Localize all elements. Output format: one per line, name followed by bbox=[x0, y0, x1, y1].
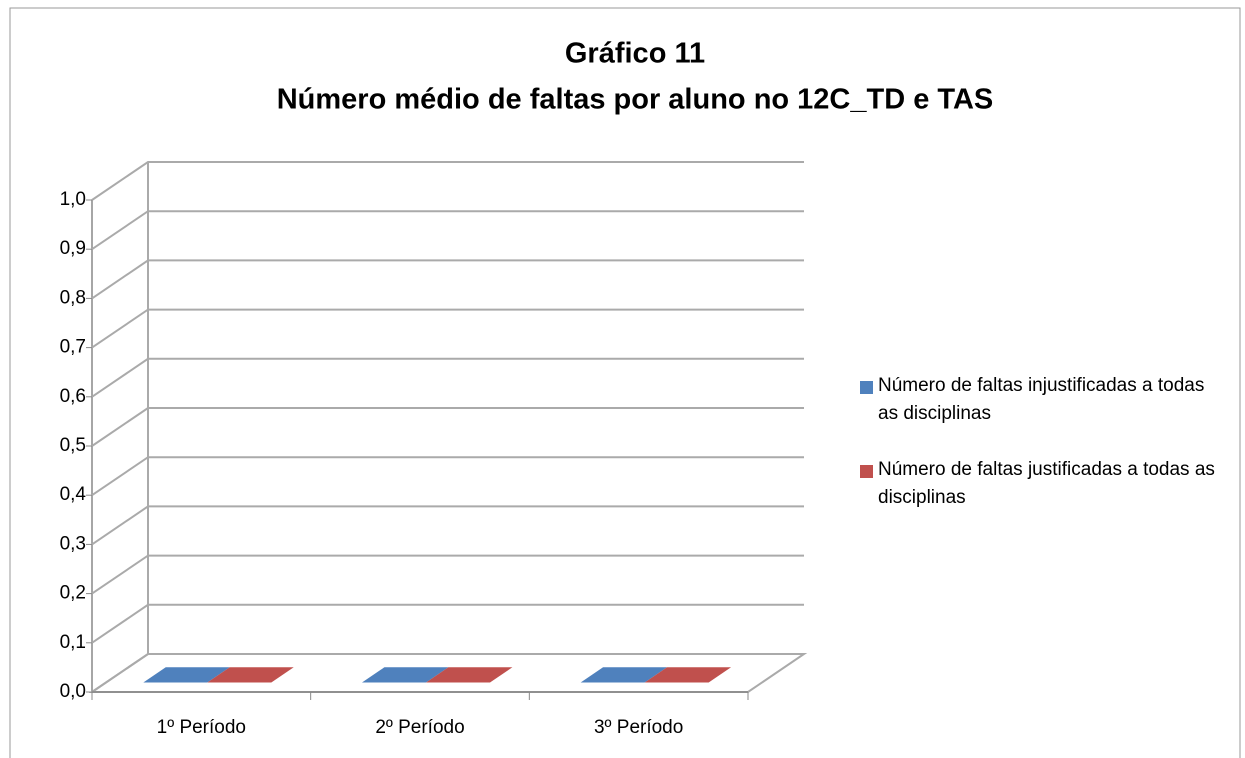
y-tick-label: 0,0 bbox=[60, 681, 86, 702]
bar bbox=[644, 667, 732, 683]
y-tick-label: 0,3 bbox=[60, 533, 86, 554]
y-tick-label: 0,1 bbox=[60, 632, 86, 653]
grid-line bbox=[91, 505, 804, 546]
grid-line bbox=[91, 308, 804, 349]
legend-item: Número de faltas justificadas a todas as… bbox=[858, 456, 1243, 512]
bar bbox=[426, 667, 513, 683]
bar-face bbox=[426, 667, 513, 683]
legend-swatch bbox=[860, 465, 873, 478]
chart-title: Gráfico 11 bbox=[565, 38, 705, 70]
grid-line bbox=[91, 357, 804, 398]
grid-line bbox=[91, 554, 804, 595]
y-tick-label: 0,6 bbox=[60, 386, 86, 407]
bar-face bbox=[362, 667, 449, 683]
y-tick-label: 0,5 bbox=[60, 435, 86, 456]
y-tick-label: 0,4 bbox=[60, 484, 87, 505]
bar bbox=[143, 667, 230, 683]
chart-title: Número médio de faltas por aluno no 12C_… bbox=[277, 84, 994, 116]
y-tick-label: 0,9 bbox=[60, 238, 86, 259]
x-tick-label: 2º Período bbox=[375, 717, 464, 738]
bar bbox=[207, 667, 294, 683]
grid-line bbox=[91, 210, 804, 251]
chart-border bbox=[9, 7, 1241, 758]
bar bbox=[362, 667, 449, 683]
bar-face bbox=[644, 667, 732, 683]
y-tick-label: 0,8 bbox=[60, 287, 86, 308]
y-tick-label: 0,7 bbox=[60, 337, 86, 358]
legend-label: Número de faltas justificadas a todas as… bbox=[878, 459, 1215, 508]
grid-line bbox=[91, 653, 804, 693]
y-tick-label: 0,2 bbox=[60, 583, 86, 604]
bar-face bbox=[143, 667, 230, 683]
x-tick-label: 1º Período bbox=[157, 717, 246, 738]
legend-item: Número de faltas injustificadas a todas … bbox=[858, 372, 1243, 428]
grid-line bbox=[91, 603, 804, 644]
grid-line bbox=[91, 161, 804, 201]
legend-label: Número de faltas injustificadas a todas … bbox=[878, 375, 1205, 424]
bar-face bbox=[207, 667, 294, 683]
x-tick-label: 3º Período bbox=[594, 717, 683, 738]
bar bbox=[580, 667, 668, 683]
legend-swatch bbox=[860, 381, 873, 394]
y-tick-label: 1,0 bbox=[60, 189, 86, 210]
grid-line bbox=[91, 407, 804, 447]
grid-line bbox=[91, 456, 804, 497]
grid-line bbox=[91, 259, 804, 300]
bar-face bbox=[580, 667, 668, 683]
